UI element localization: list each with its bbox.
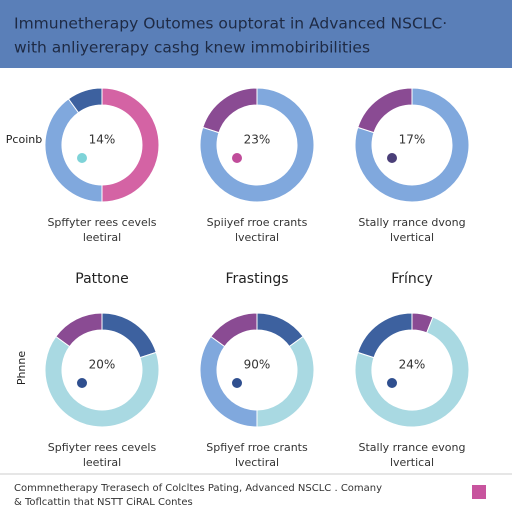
caption: Spffyter rees cevels <box>47 216 156 229</box>
donut-segment <box>55 312 103 348</box>
column-title: Fríncy <box>391 271 433 287</box>
donut-segment <box>44 98 103 203</box>
center-label: 24% <box>399 358 426 372</box>
column-title: Frastings <box>225 271 288 287</box>
caption: Spfiyef rroe crants <box>206 441 308 454</box>
donut-segment <box>357 312 413 359</box>
row-label: Phnne <box>15 351 28 386</box>
caption: Spiiyef rroe crants <box>207 216 308 229</box>
donut-segment <box>67 87 103 114</box>
donut-segment <box>101 87 160 203</box>
donut-segment <box>199 335 258 428</box>
caption: Stally rrance dvong <box>358 216 465 229</box>
center-marker <box>232 378 242 388</box>
center-marker <box>232 153 242 163</box>
footer-text: & Toflcattin that NSTT CiRAL Contes <box>14 497 193 508</box>
donut-segment <box>354 87 470 203</box>
footer-icon <box>472 485 486 499</box>
donut-segment <box>210 312 258 348</box>
center-label: 20% <box>89 358 116 372</box>
center-marker <box>387 378 397 388</box>
caption: lvectiral <box>235 231 279 244</box>
caption: Spfiyter rees cevels <box>48 441 157 454</box>
donut-segment <box>202 87 258 134</box>
header-title: Immunetherapy Outomes ouptorat in Advanc… <box>14 15 447 33</box>
center-marker <box>77 378 87 388</box>
caption: leetiral <box>83 456 121 469</box>
center-label: 23% <box>244 133 271 147</box>
header-title: with anliyererapy cashg knew immobiribil… <box>14 39 370 57</box>
donut-segment <box>354 316 470 428</box>
center-label: 90% <box>244 358 271 372</box>
caption: Stally rrance evong <box>359 441 466 454</box>
row-label: Pcoinb <box>6 133 42 146</box>
center-label: 17% <box>399 133 426 147</box>
donut-segment <box>44 335 160 428</box>
caption: lvertical <box>390 231 434 244</box>
caption: lvertical <box>390 456 434 469</box>
footer-text: Commnetherapy Trerasech of Colcltes Pati… <box>14 483 382 494</box>
center-marker <box>387 153 397 163</box>
caption: leetiral <box>83 231 121 244</box>
donut-segment <box>357 87 413 134</box>
caption: lvectiral <box>235 456 279 469</box>
donut-segment <box>101 312 157 359</box>
column-title: Pattone <box>75 271 128 287</box>
center-label: 14% <box>89 133 116 147</box>
header-band <box>0 0 512 68</box>
center-marker <box>77 153 87 163</box>
donut-segment <box>256 335 315 428</box>
donut-segment <box>199 87 315 203</box>
